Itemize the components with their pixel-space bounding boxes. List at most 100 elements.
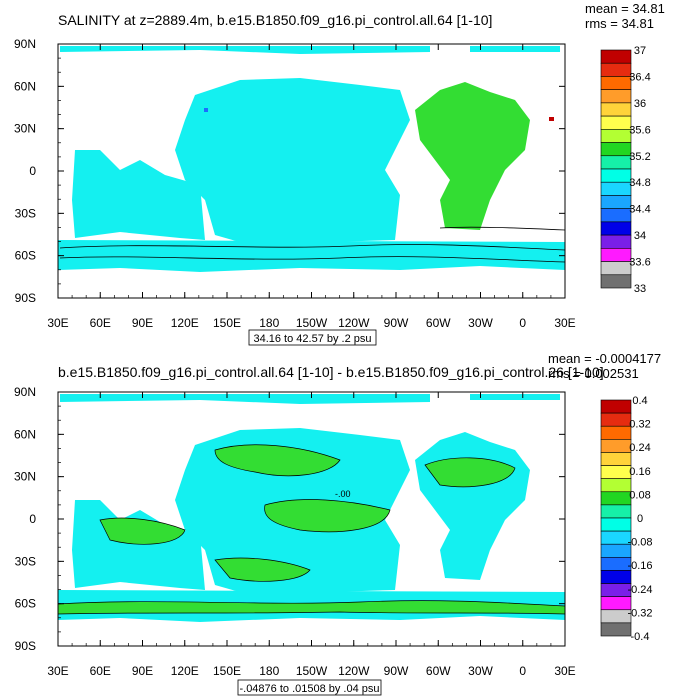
x-tick-label: 60W [426,664,451,678]
y-tick-label: 90S [15,291,36,305]
panel-2-mean: mean = -0.0004177 [548,351,661,366]
panel-1-colorbar [600,49,632,289]
x-tick-label: 30E [47,664,68,678]
colorbar-label: 34.8 [629,177,650,189]
panel-1-map [58,44,565,298]
colorbar-swatch [600,49,632,64]
panel-1-arctic-east [470,46,560,52]
colorbar-label: 34.4 [629,204,650,216]
panel-2-colorbar-labels: 0.4 0.32 0.24 0.16 0.08 0 -0.08 -0.16 -0.24 -0.32… [627,395,652,643]
y-tick-label: 30N [14,122,36,136]
panel-1-arctic [60,46,430,54]
panel-2-rms: rms = 0.002531 [548,366,639,381]
colorbar-label: -0.32 [627,607,652,619]
y-tick-label: 90N [14,37,36,51]
panel-2-title: b.e15.B1850.f09_g16.pi_control.all.64 [1… [58,364,604,380]
colorbar-swatch [600,208,632,223]
x-tick-label: 120E [171,664,199,678]
colorbar-label: 0.16 [629,466,650,478]
colorbar-swatch [600,399,632,414]
colorbar-swatch [600,439,632,453]
colorbar-swatch [600,102,632,117]
panel-1-colorbar-labels: 37 36.4 36 35.6 35.2 34.8 34.4 34 33.6 33 [629,45,650,295]
panel-2-arctic [60,394,430,404]
y-tick-label: 0 [29,512,36,526]
panel-2-anomaly-patch [424,457,516,488]
panel-2-map: -.00 [58,392,565,646]
colorbar-swatch [600,248,632,262]
x-tick-label: 30E [47,316,68,330]
y-tick-label: 30S [15,206,36,220]
panel-2-anomaly-patch [264,499,391,533]
panel-1-ticks [57,43,566,299]
panel-2-y-axis: 90N 60N 30N 0 30S 60S 90S [14,385,36,653]
colorbar-swatch [600,129,632,143]
colorbar-label: 36.4 [629,71,650,83]
colorbar-swatch [600,622,632,637]
colorbar-label: 0.24 [629,442,650,454]
y-tick-label: 60N [14,79,36,93]
x-tick-label: 180 [259,664,279,678]
x-tick-label: 60E [90,316,111,330]
colorbar-swatch [600,181,632,196]
x-tick-label: 150W [296,664,328,678]
x-tick-label: 120W [338,316,370,330]
colorbar-label: -0.16 [627,560,652,572]
colorbar-label: 33.6 [629,257,650,269]
y-tick-label: 0 [29,164,36,178]
panel-2-colorbar [600,399,632,637]
colorbar-swatch [600,274,632,289]
colorbar-swatch [600,465,632,479]
panel-1-contour [439,226,565,231]
colorbar-label: -0.24 [627,584,652,596]
colorbar-label: 0 [637,513,643,525]
colorbar-label: 0.08 [629,489,650,501]
panel-1-rms: rms = 34.81 [585,16,654,31]
colorbar-swatch [600,517,632,532]
x-tick-label: 150E [213,664,241,678]
y-tick-label: 60S [15,249,36,263]
panel-1-pacific-ocean [175,78,410,245]
panel-1-southern-ocean [58,240,565,272]
panel-2-x-axis: 30E 60E 90E 120E 150E 180 150W 120W 90W 60W 30W 0 30… [47,664,575,678]
colorbar-swatch [600,412,632,427]
panel-2-anomaly-patch [214,557,311,582]
colorbar-swatch [600,168,632,183]
colorbar-swatch [600,62,632,77]
y-tick-label: 60S [15,597,36,611]
colorbar-swatch [600,504,632,519]
colorbar-swatch [600,452,632,466]
panel-2-range: -.04876 to .01508 by .04 psu [239,683,379,695]
x-tick-label: 30W [468,664,493,678]
panel-1-contour [59,244,565,251]
x-tick-label: 0 [519,316,526,330]
panel-1-x-axis: 30E 60E 90E 120E 150E 180 150W 120W 90W 60W 30W 0 30… [47,316,575,330]
x-tick-label: 30E [554,664,575,678]
panel-2-anomaly-patch [214,444,341,477]
colorbar-label: 37 [634,45,646,57]
colorbar-swatch [600,142,632,157]
colorbar-label: -0.4 [631,631,650,643]
panel-1-title: SALINITY at z=2889.4m, b.e15.B1850.f09_g… [58,12,492,28]
panel-2-contour-label: -.00 [335,489,351,499]
x-tick-label: 90E [132,664,153,678]
panel-1-blue-spot [204,108,208,112]
panel-2: b.e15.B1850.f09_g16.pi_control.all.64 [1… [14,351,661,696]
colorbar-label: 33 [634,283,646,295]
panel-2-range-box [237,679,382,696]
panel-1-contour [59,256,565,263]
x-tick-label: 180 [259,316,279,330]
panel-2-ticks [57,391,566,647]
panel-2-anomaly-patch [58,600,565,615]
panel-1-atlantic-ocean [415,82,530,230]
colorbar-swatch [600,478,632,493]
colorbar-label: 0.32 [629,419,650,431]
colorbar-swatch [600,89,632,104]
colorbar-label: 36 [634,98,646,110]
colorbar-swatch [600,491,632,506]
x-tick-label: 0 [519,664,526,678]
x-tick-label: 60E [90,664,111,678]
colorbar-swatch [600,570,632,584]
panel-1-range-box [248,329,377,346]
panel-2-anomaly-patch [99,517,186,545]
